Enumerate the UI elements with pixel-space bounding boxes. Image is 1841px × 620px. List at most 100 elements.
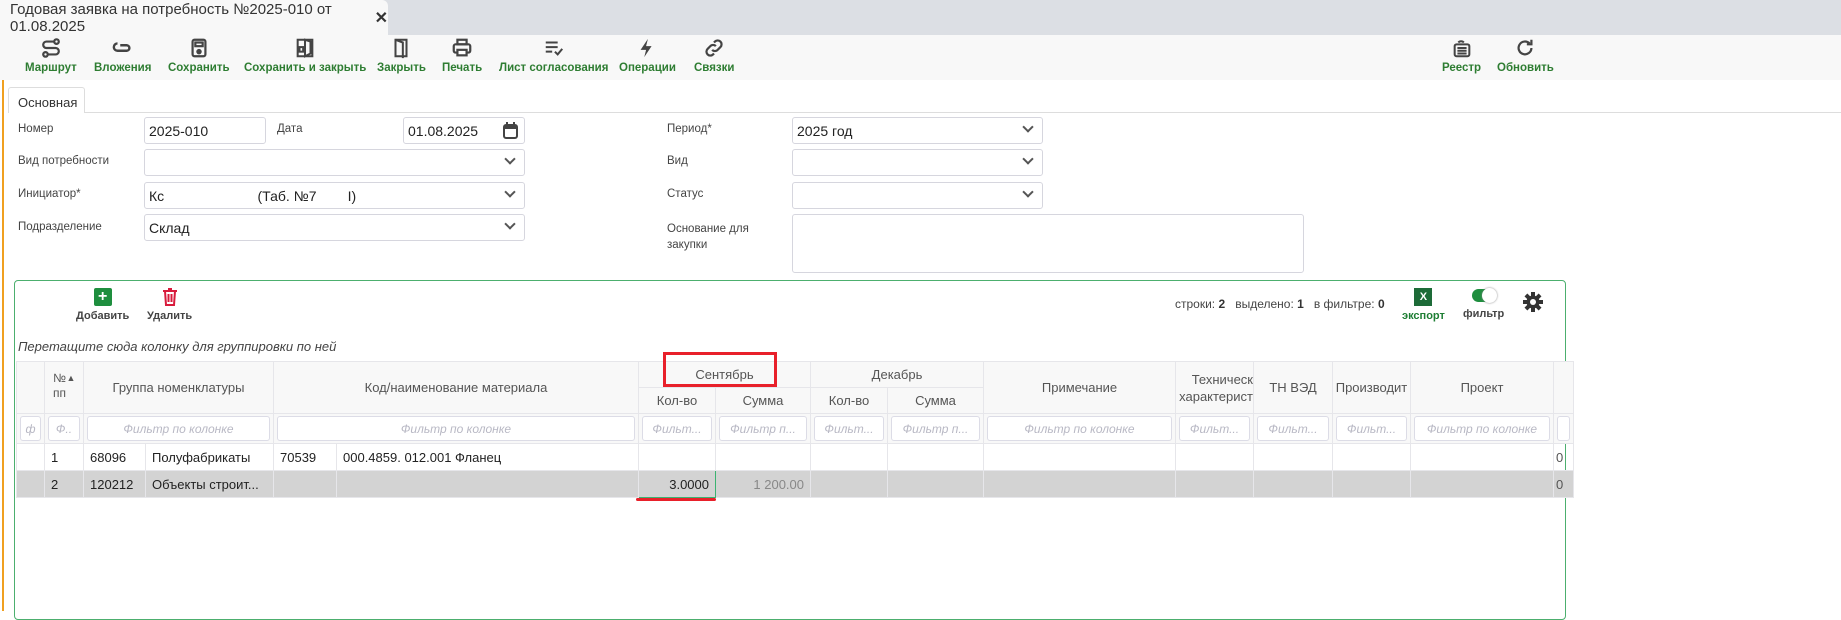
number-label: Номер bbox=[18, 123, 54, 135]
approval-sheet-label: Лист согласования bbox=[499, 62, 609, 74]
column-header-material[interactable]: Код/наименование материала bbox=[273, 361, 639, 414]
filter-cell: Фильтр по колонке bbox=[1410, 413, 1554, 444]
filter-cell: Фильт... bbox=[1332, 413, 1411, 444]
registry-button[interactable]: Реестр bbox=[1442, 37, 1481, 74]
filter-input-dec-sum[interactable]: Фильтр п... bbox=[891, 416, 980, 441]
cell-dec-qty[interactable] bbox=[810, 443, 888, 471]
column-header-tnved[interactable]: ТН ВЭД bbox=[1253, 361, 1333, 414]
close-button[interactable]: Закрыть bbox=[377, 37, 426, 74]
cell-tech bbox=[1175, 470, 1254, 498]
basis-textarea[interactable] bbox=[792, 214, 1304, 273]
row-select-cell[interactable] bbox=[16, 470, 45, 498]
period-select[interactable]: 2025 год bbox=[792, 117, 1043, 144]
column-header-sep-sum[interactable]: Сумма bbox=[715, 387, 811, 414]
operations-button[interactable]: Операции bbox=[619, 37, 676, 74]
initiator-label: Инициатор* bbox=[18, 188, 81, 200]
column-header-group[interactable]: Группа номенклатуры bbox=[83, 361, 274, 414]
document-tab[interactable]: Годовая заявка на потребность №2025-010 … bbox=[0, 0, 388, 35]
save-close-button[interactable]: Сохранить и закрыть bbox=[244, 37, 366, 74]
filter-input-note[interactable]: Фильтр по колонке bbox=[987, 416, 1172, 441]
filter-input-tech[interactable]: Фильт... bbox=[1179, 416, 1250, 441]
filter-input-dec-qty[interactable]: Фильт... bbox=[814, 416, 884, 441]
column-header-tech[interactable]: Техническ характерист bbox=[1175, 361, 1254, 414]
cell-num: 1 bbox=[44, 443, 84, 471]
print-button[interactable]: Печать bbox=[442, 37, 482, 74]
cell-group-code: 68096 bbox=[83, 443, 146, 471]
paperclip-icon bbox=[112, 42, 131, 52]
filter-input[interactable]: ф bbox=[20, 416, 41, 441]
cell-extra: 0 bbox=[1553, 470, 1574, 498]
number-field[interactable]: 2025-010 bbox=[144, 117, 266, 144]
department-value: Склад bbox=[149, 220, 190, 236]
department-label: Подразделение bbox=[18, 221, 102, 233]
refresh-icon bbox=[1517, 39, 1533, 56]
approval-sheet-button[interactable]: Лист согласования bbox=[499, 37, 608, 74]
save-button[interactable]: Сохранить bbox=[168, 37, 230, 74]
cell-note bbox=[983, 470, 1176, 498]
cell-material-name: 000.4859. 012.001 Фланец bbox=[336, 443, 639, 471]
column-header-dec-sum[interactable]: Сумма bbox=[887, 387, 984, 414]
column-group-september[interactable]: Сентябрь bbox=[638, 361, 811, 388]
filter-cell: Фильт... bbox=[638, 413, 716, 444]
save-close-label: Сохранить и закрыть bbox=[244, 62, 367, 74]
attachments-button[interactable]: Вложения bbox=[94, 37, 151, 74]
column-header-dec-qty[interactable]: Кол-во bbox=[810, 387, 888, 414]
basis-label: Основание для закупки bbox=[667, 223, 749, 251]
excel-icon: X bbox=[1414, 288, 1433, 306]
filter-input-tnved[interactable]: Фильт... bbox=[1257, 416, 1329, 441]
column-group-december[interactable]: Декабрь bbox=[810, 361, 984, 388]
column-header-note[interactable]: Примечание bbox=[983, 361, 1176, 414]
refresh-button[interactable]: Обновить bbox=[1497, 37, 1554, 74]
filter-input-extra[interactable] bbox=[1557, 416, 1570, 441]
table-row[interactable]: 1 68096 Полуфабрикаты 70539 000.4859. 01… bbox=[16, 443, 1574, 471]
filter-input-num[interactable]: Ф.. bbox=[48, 416, 80, 441]
column-header-manufacturer[interactable]: Производит bbox=[1332, 361, 1411, 414]
cell-material-code bbox=[273, 470, 337, 498]
lightning-icon bbox=[641, 38, 653, 58]
filter-input-material[interactable]: Фильтр по колонке bbox=[277, 416, 635, 441]
filter-input-manufacturer[interactable]: Фильт... bbox=[1336, 416, 1407, 441]
delete-button[interactable]: Удалить bbox=[147, 288, 192, 322]
route-button[interactable]: Маршрут bbox=[25, 37, 77, 74]
grid-stats: строки: 2 выделено: 1 в фильтре: 0 bbox=[1175, 297, 1385, 311]
initiator-select[interactable]: Кс (Таб. №7 I) bbox=[144, 182, 525, 209]
links-button[interactable]: Связки bbox=[694, 37, 734, 74]
cell-dec-qty[interactable] bbox=[810, 470, 888, 498]
save-label: Сохранить bbox=[168, 62, 230, 74]
cell-sep-qty[interactable]: 3.0000 bbox=[638, 470, 716, 498]
tab-main[interactable]: Основная bbox=[8, 87, 85, 113]
filter-cell: Фильтр п... bbox=[887, 413, 984, 444]
column-header-num[interactable]: № пп▲ bbox=[44, 361, 84, 414]
left-accent-bar bbox=[2, 80, 4, 611]
num-header-label: № пп bbox=[53, 370, 67, 400]
cell-sep-qty[interactable] bbox=[638, 443, 716, 471]
filter-input-sep-sum[interactable]: Фильтр п... bbox=[719, 416, 807, 441]
filter-input-project[interactable]: Фильтр по колонке bbox=[1414, 416, 1550, 441]
filter-cell: Фильт... bbox=[1253, 413, 1333, 444]
cell-sep-sum: 1 200.00 bbox=[715, 470, 811, 498]
filter-toggle[interactable]: фильтр bbox=[1463, 288, 1504, 320]
selected-value: 1 bbox=[1297, 297, 1304, 311]
filter-input-group[interactable]: Фильтр по колонке bbox=[87, 416, 270, 441]
need-type-select[interactable] bbox=[144, 149, 525, 176]
add-button[interactable]: + Добавить bbox=[76, 288, 129, 322]
select-column-header[interactable] bbox=[16, 361, 45, 414]
column-header-sep-qty[interactable]: Кол-во bbox=[638, 387, 716, 414]
filter-input-sep-qty[interactable]: Фильт... bbox=[642, 416, 712, 441]
date-field[interactable]: 01.08.2025 bbox=[403, 117, 525, 144]
column-header-extra[interactable] bbox=[1553, 361, 1574, 414]
cell-note bbox=[983, 443, 1176, 471]
status-select[interactable] bbox=[792, 182, 1043, 209]
cell-tech bbox=[1175, 443, 1254, 471]
kind-select[interactable] bbox=[792, 149, 1043, 176]
gear-icon[interactable] bbox=[1523, 292, 1543, 312]
close-icon[interactable]: ✕ bbox=[374, 9, 388, 27]
department-select[interactable]: Склад bbox=[144, 214, 525, 241]
row-select-cell[interactable] bbox=[16, 443, 45, 471]
column-header-project[interactable]: Проект bbox=[1410, 361, 1554, 414]
calendar-icon[interactable] bbox=[503, 122, 518, 139]
kind-label: Вид bbox=[667, 155, 688, 167]
table-row-selected[interactable]: 2 120212 Объекты строит... 3.0000 1 200.… bbox=[16, 470, 1574, 498]
filter-cell: Фильтр по колонке bbox=[83, 413, 274, 444]
